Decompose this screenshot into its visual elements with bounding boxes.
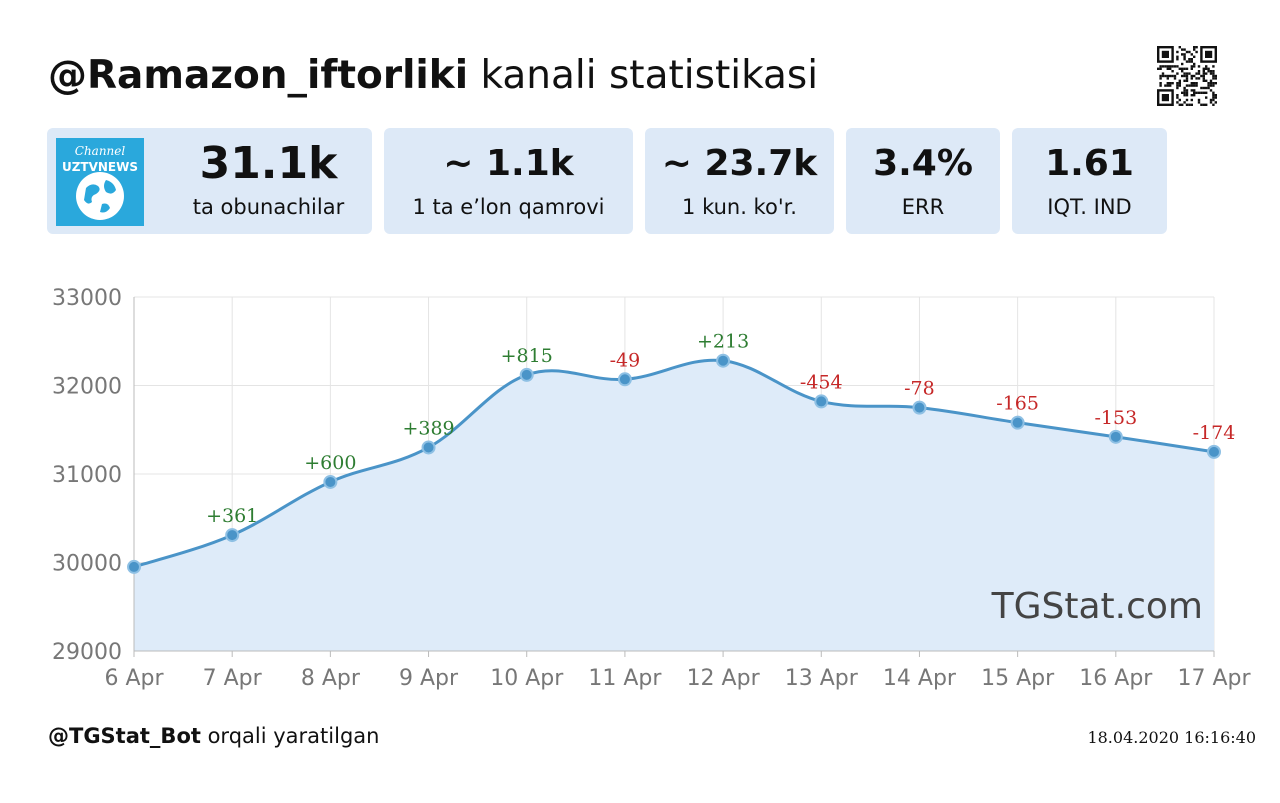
channel-logo: Channel UZTVNEWS	[56, 138, 144, 226]
data-label: -454	[800, 371, 843, 393]
data-label: -174	[1193, 422, 1236, 444]
stat-card-err: 3.4% ERR	[846, 128, 1000, 234]
y-tick-label: 33000	[52, 286, 122, 311]
watermark: TGStat.com	[991, 586, 1203, 627]
x-tick-label: 10 Apr	[490, 666, 564, 691]
x-tick-label: 8 Apr	[301, 666, 361, 691]
logo-line-2: UZTVNEWS	[61, 160, 139, 174]
qr-code-icon	[1157, 46, 1217, 106]
data-label: -78	[904, 378, 935, 400]
data-point	[814, 394, 829, 409]
data-label: +815	[501, 345, 553, 367]
data-label: +361	[206, 505, 258, 527]
citation-index-label: IQT. IND	[1047, 195, 1132, 219]
data-label: -165	[996, 393, 1039, 415]
x-tick-label: 12 Apr	[687, 666, 761, 691]
data-point	[617, 372, 632, 387]
data-label: -153	[1094, 407, 1137, 429]
daily-views-value: ~ 23.7k	[661, 143, 818, 184]
err-label: ERR	[901, 195, 945, 219]
data-point	[225, 528, 240, 543]
data-point	[421, 440, 436, 455]
y-tick-label: 29000	[52, 640, 122, 665]
x-tick-label: 16 Apr	[1079, 666, 1153, 691]
timestamp: 18.04.2020 16:16:40	[1087, 728, 1256, 747]
citation-index-value: 1.61	[1045, 143, 1134, 184]
data-point	[716, 353, 731, 368]
x-tick-label: 6 Apr	[104, 666, 164, 691]
area-fill	[134, 360, 1214, 651]
data-point	[323, 474, 338, 489]
stat-card-citation-index: 1.61 IQT. IND	[1012, 128, 1167, 234]
bot-name: @TGStat_Bot	[48, 724, 201, 748]
data-label: -49	[610, 349, 641, 371]
logo-line-1: Channel	[74, 144, 126, 158]
subscribers-label: ta obunachilar	[192, 195, 345, 219]
x-tick-label: 17 Apr	[1177, 666, 1251, 691]
x-tick-label: 13 Apr	[785, 666, 859, 691]
x-tick-label: 14 Apr	[883, 666, 957, 691]
data-point	[1010, 415, 1025, 430]
subscribers-chart: 29000 30000 31000 32000 33000 6 Apr 7 Apr 8 Apr…	[52, 286, 1251, 691]
daily-views-label: 1 kun. ko'r.	[682, 195, 797, 219]
reach-label: 1 ta e’lon qamrovi	[412, 195, 605, 219]
footer-suffix: orqali yaratilgan	[200, 724, 380, 748]
channel-name: @Ramazon_iftorliki	[48, 53, 469, 98]
y-tick-label: 32000	[52, 375, 122, 400]
err-value: 3.4%	[873, 143, 973, 184]
y-tick-label: 31000	[52, 463, 122, 488]
x-tick-label: 9 Apr	[399, 666, 459, 691]
data-point	[912, 400, 927, 415]
data-point	[519, 367, 534, 382]
title-suffix: kanali statistikasi	[468, 53, 819, 98]
data-point	[1207, 444, 1221, 459]
x-tick-label: 15 Apr	[981, 666, 1055, 691]
x-tick-label: 7 Apr	[203, 666, 263, 691]
data-label: +213	[697, 331, 749, 353]
footer-credit: @TGStat_Bot orqali yaratilgan	[48, 724, 379, 748]
page-title: @Ramazon_iftorliki kanali statistikasi	[48, 50, 818, 102]
globe-icon	[76, 172, 124, 220]
x-tick-label: 11 Apr	[588, 666, 662, 691]
subscribers-value: 31.1k	[199, 138, 338, 189]
data-point	[127, 559, 141, 574]
reach-value: ~ 1.1k	[443, 143, 574, 184]
data-label: +389	[402, 417, 454, 439]
data-label: +600	[304, 452, 356, 474]
y-tick-label: 30000	[52, 552, 122, 577]
stat-card-reach: ~ 1.1k 1 ta e’lon qamrovi	[384, 128, 633, 234]
stat-card-subscribers: Channel UZTVNEWS 31.1k ta obunachilar	[47, 128, 372, 234]
data-point	[1108, 429, 1123, 444]
stat-card-daily-views: ~ 23.7k 1 kun. ko'r.	[645, 128, 834, 234]
